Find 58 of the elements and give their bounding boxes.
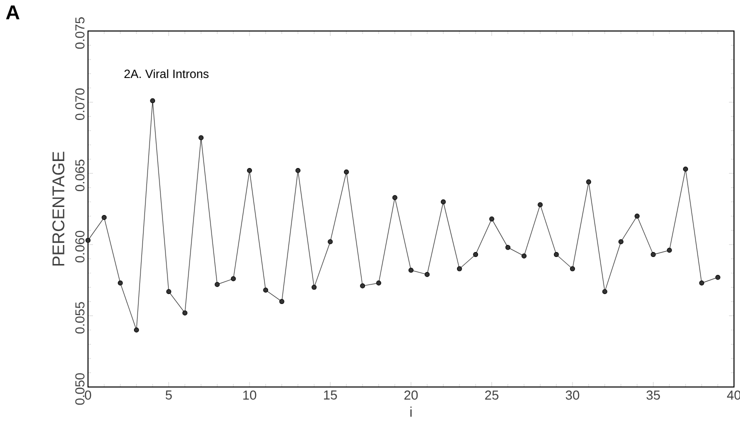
x-tick-label: 0	[84, 390, 92, 400]
point	[715, 274, 720, 280]
y-tick-label: 0.070	[75, 88, 84, 120]
point	[424, 272, 430, 277]
point	[602, 289, 608, 294]
point	[392, 195, 398, 200]
point	[456, 266, 462, 272]
point	[182, 310, 188, 316]
y-tick-label: 0.050	[75, 373, 84, 405]
point	[214, 282, 220, 287]
point	[134, 328, 139, 333]
point	[489, 216, 494, 222]
point	[522, 253, 527, 258]
point	[230, 276, 236, 282]
y-axis-title: PERCENTAGE	[52, 152, 64, 266]
point	[344, 169, 349, 174]
point	[312, 284, 317, 290]
point	[263, 288, 268, 293]
point	[295, 168, 300, 174]
point	[666, 248, 672, 253]
x-tick-label: 15	[324, 390, 337, 400]
x-tick-label: 5	[166, 390, 172, 400]
x-tick-label: 30	[566, 390, 580, 400]
point	[150, 98, 156, 104]
y-tick-label: 0.055	[75, 302, 84, 334]
point	[102, 215, 107, 220]
y-tick-label: 0.065	[75, 160, 84, 192]
point	[279, 299, 284, 304]
point	[376, 280, 382, 286]
point	[699, 280, 704, 286]
point	[473, 252, 478, 258]
x-tick-label: 10	[243, 390, 256, 400]
point	[683, 166, 688, 172]
point	[650, 252, 656, 258]
point	[360, 283, 366, 288]
x-axis-title: i	[410, 406, 412, 417]
point	[634, 214, 640, 219]
point	[554, 252, 559, 258]
point	[86, 238, 91, 243]
x-tick-label: 20	[404, 390, 418, 400]
point	[586, 179, 592, 184]
point	[408, 268, 414, 273]
point	[570, 266, 575, 272]
text: A	[6, 6, 20, 20]
point	[618, 239, 624, 244]
point	[505, 244, 510, 250]
point	[538, 202, 543, 208]
point	[118, 280, 123, 286]
point	[247, 168, 252, 174]
y-tick-label: 0.075	[75, 17, 84, 49]
x-tick-label: 25	[485, 390, 498, 400]
point	[166, 289, 172, 294]
point	[198, 135, 204, 140]
point	[328, 239, 333, 244]
x-tick-label: 35	[646, 390, 660, 400]
y-tick-label: 0.060	[75, 230, 84, 262]
point	[440, 199, 446, 204]
annotation: 2A. Viral Introns	[124, 69, 209, 78]
